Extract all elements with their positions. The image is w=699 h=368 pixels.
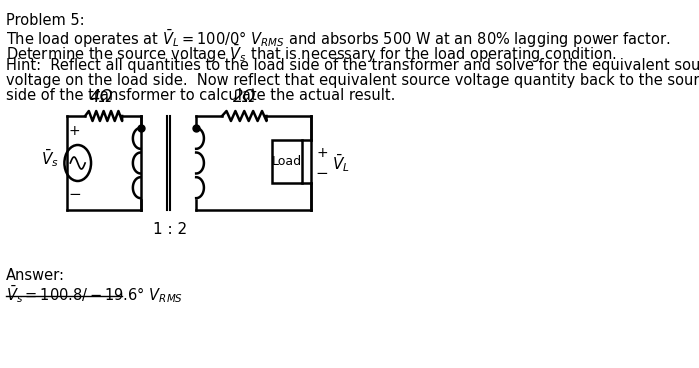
Text: Problem 5:: Problem 5: [6,13,85,28]
Text: voltage on the load side.  Now reflect that equivalent source voltage quantity b: voltage on the load side. Now reflect th… [6,73,699,88]
Text: −: − [69,187,82,202]
Text: Determine the source voltage $\bar{V}_s$ that is necessary for the load operatin: Determine the source voltage $\bar{V}_s$… [6,43,617,65]
Text: 1 : 2: 1 : 2 [153,222,187,237]
Text: 2Ω: 2Ω [233,88,256,106]
Text: $\bar{V}_s = 100.8/-19.6°\ V_{RMS}$: $\bar{V}_s = 100.8/-19.6°\ V_{RMS}$ [6,283,183,305]
Text: Answer:: Answer: [6,268,65,283]
Text: +: + [316,146,328,160]
Text: 4Ω: 4Ω [89,88,113,106]
Bar [273,140,302,183]
Text: +: + [69,124,80,138]
Text: The load operates at $\bar{V}_L = 100/0°\ V_{RMS}$ and absorbs 500 W at an 80% l: The load operates at $\bar{V}_L = 100/0°… [6,28,670,50]
Text: $\bar{V}_s$: $\bar{V}_s$ [41,147,59,169]
Text: Load: Load [272,155,302,168]
Text: side of the transformer to calculate the actual result.: side of the transformer to calculate the… [6,88,396,103]
Text: −: − [316,166,329,180]
Text: $\bar{V}_L$: $\bar{V}_L$ [331,152,350,174]
Text: Hint:  Reflect all quantities to the load side of the transformer and solve for : Hint: Reflect all quantities to the load… [6,58,699,73]
